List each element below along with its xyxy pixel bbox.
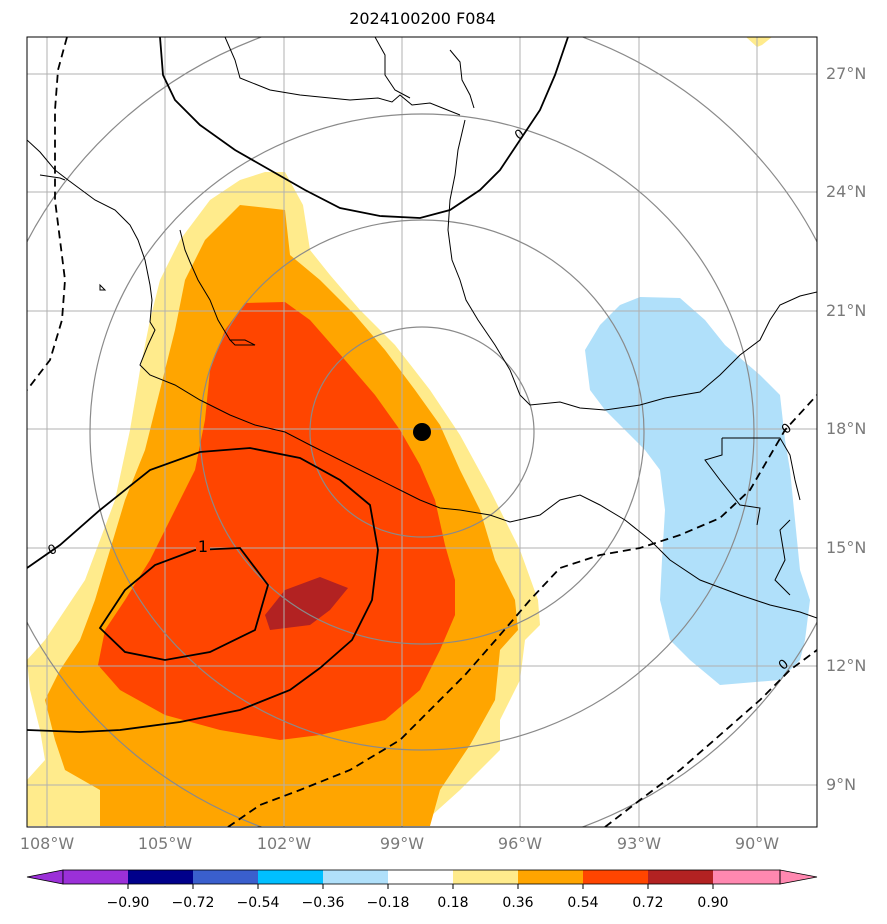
colorbar-tick-label: −0.18	[366, 895, 410, 911]
contour-label-one: 1	[198, 537, 208, 556]
map-title: 2024100200 F084	[349, 9, 496, 28]
lon-label-105w: 105°W	[137, 834, 193, 853]
colorbar-extend-high	[779, 869, 818, 885]
lon-label-96w: 96°W	[497, 834, 543, 853]
colorbar-tick-label: −0.36	[301, 895, 345, 911]
map-plot-area	[27, 37, 817, 827]
coastlines	[27, 37, 817, 619]
storm-center-marker	[413, 423, 431, 441]
gridlines	[27, 37, 817, 827]
lat-label-12n: 12°N	[826, 656, 867, 675]
colorbar-tick-label: 0.36	[502, 895, 534, 911]
shade-0.72-0.90	[265, 577, 348, 630]
shade-top-yellow	[746, 37, 772, 47]
lat-label-21n: 21°N	[826, 301, 867, 320]
colorbar-tick-label: −0.72	[171, 895, 215, 911]
lon-label-99w: 99°W	[379, 834, 425, 853]
lat-label-15n: 15°N	[826, 538, 867, 557]
lon-label-90w: 90°W	[734, 834, 780, 853]
lat-label-24n: 24°N	[826, 182, 867, 201]
contour-zero-north	[159, 37, 569, 219]
colorbar-tick-label: 0.18	[437, 895, 469, 911]
lat-label-27n: 27°N	[826, 64, 867, 83]
solid-contours	[27, 37, 569, 733]
shade-0.54-0.72	[98, 302, 455, 740]
lat-label-9n: 9°N	[826, 775, 857, 794]
dashed-contours	[27, 37, 817, 827]
shade-neg-0.36-neg-0.18	[585, 297, 810, 685]
lon-label-93w: 93°W	[616, 834, 662, 853]
colorbar-tick-label: 0.72	[632, 895, 664, 911]
colorbar-tick-label: −0.90	[106, 895, 150, 911]
range-rings	[27, 37, 817, 827]
colorbar-tick-label: 0.54	[567, 895, 599, 911]
colorbar	[26, 869, 818, 889]
colorbar-tick-label: −0.54	[236, 895, 280, 911]
lon-label-102w: 102°W	[256, 834, 312, 853]
lat-label-18n: 18°N	[826, 419, 867, 438]
map-border	[26, 36, 818, 828]
colorbar-tick-label: 0.90	[697, 895, 729, 911]
contour-zero-loop	[27, 447, 379, 733]
contour-one	[98, 547, 269, 661]
colorbar-extend-low	[26, 869, 64, 885]
lon-label-108w: 108°W	[19, 834, 75, 853]
